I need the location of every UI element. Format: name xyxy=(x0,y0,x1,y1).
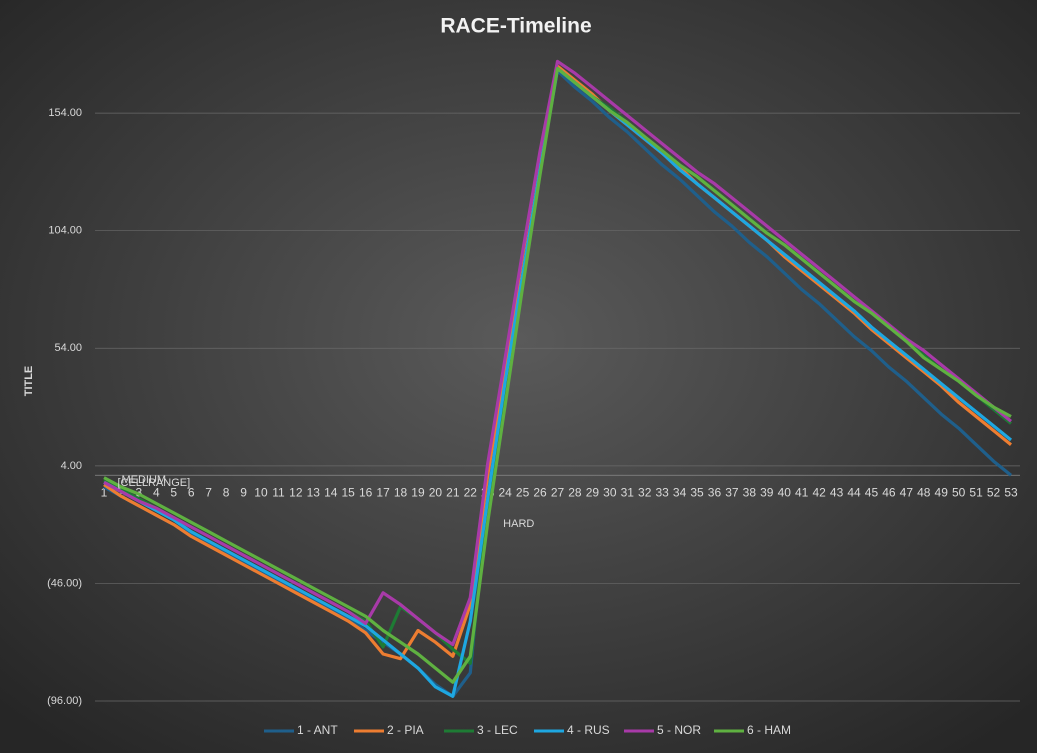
x-tick-label: 29 xyxy=(586,485,600,499)
x-tick-label: 30 xyxy=(603,485,617,499)
x-tick-label: 8 xyxy=(223,485,230,499)
x-tick-label: 31 xyxy=(621,485,635,499)
x-tick-label: 6 xyxy=(188,485,195,499)
y-tick-label: 54.00 xyxy=(54,342,82,354)
x-tick-label: 19 xyxy=(411,485,425,499)
x-tick-label: 28 xyxy=(568,485,582,499)
x-tick-label: 5 xyxy=(170,485,177,499)
x-tick-label: 36 xyxy=(708,485,722,499)
x-tick-label: 34 xyxy=(673,485,687,499)
legend-label: 1 - ANT xyxy=(297,723,338,737)
x-tick-label: 24 xyxy=(498,485,512,499)
x-tick-label: 12 xyxy=(289,485,303,499)
annotation: MEDIUM xyxy=(121,474,166,486)
chart-title: RACE-Timeline xyxy=(440,15,591,38)
x-tick-label: 42 xyxy=(812,485,826,499)
y-tick-label: (46.00) xyxy=(47,577,82,589)
series-line xyxy=(103,59,1013,647)
x-tick-label: 50 xyxy=(952,485,966,499)
x-tick-label: 37 xyxy=(725,485,739,499)
x-tick-label: 20 xyxy=(429,485,443,499)
x-tick-label: 10 xyxy=(254,485,268,499)
x-tick-label: 32 xyxy=(638,485,652,499)
legend-label: 5 - NOR xyxy=(657,723,701,737)
x-tick-label: 49 xyxy=(935,485,949,499)
x-tick-label: 39 xyxy=(760,485,774,499)
x-tick-label: 14 xyxy=(324,485,338,499)
legend-label: 4 - RUS xyxy=(567,723,610,737)
x-tick-label: 7 xyxy=(205,485,212,499)
series-line xyxy=(103,66,1012,684)
x-tick-label: 43 xyxy=(830,485,844,499)
x-tick-label: 21 xyxy=(446,485,460,499)
y-tick-label: (96.00) xyxy=(47,695,82,707)
x-tick-label: 17 xyxy=(376,485,390,499)
x-tick-label: 46 xyxy=(882,485,896,499)
x-tick-label: 13 xyxy=(307,485,321,499)
x-tick-label: 35 xyxy=(690,485,704,499)
x-tick-label: 47 xyxy=(900,485,914,499)
x-tick-label: 26 xyxy=(533,485,547,499)
y-tick-label: 4.00 xyxy=(61,460,82,472)
x-tick-label: 40 xyxy=(778,485,792,499)
x-tick-label: 44 xyxy=(847,485,861,499)
x-tick-label: 38 xyxy=(743,485,757,499)
legend-label: 2 - PIA xyxy=(387,723,424,737)
x-tick-label: 45 xyxy=(865,485,879,499)
x-tick-label: 25 xyxy=(516,485,530,499)
annotation: HARD xyxy=(503,518,534,530)
x-tick-label: 22 xyxy=(464,485,478,499)
x-tick-label: 1 xyxy=(101,485,108,499)
x-tick-label: 52 xyxy=(987,485,1001,499)
annotation: [CELLRANGE] xyxy=(117,477,190,489)
x-tick-label: 9 xyxy=(240,485,247,499)
x-tick-label: 16 xyxy=(359,485,373,499)
x-tick-label: 18 xyxy=(394,485,408,499)
x-tick-label: 53 xyxy=(1004,485,1018,499)
y-axis-title: TITLE xyxy=(23,366,35,397)
y-tick-label: 104.00 xyxy=(48,225,82,237)
x-tick-label: 41 xyxy=(795,485,809,499)
x-tick-label: 11 xyxy=(272,485,285,499)
x-tick-label: 27 xyxy=(551,485,565,499)
legend-label: 3 - LEC xyxy=(477,723,518,737)
x-tick-label: 51 xyxy=(969,485,983,499)
x-tick-label: 15 xyxy=(342,485,356,499)
x-tick-label: 4 xyxy=(153,485,160,499)
x-tick-label: 48 xyxy=(917,485,931,499)
x-tick-label: 33 xyxy=(655,485,669,499)
legend-label: 6 - HAM xyxy=(747,723,791,737)
y-tick-label: 154.00 xyxy=(48,107,82,119)
